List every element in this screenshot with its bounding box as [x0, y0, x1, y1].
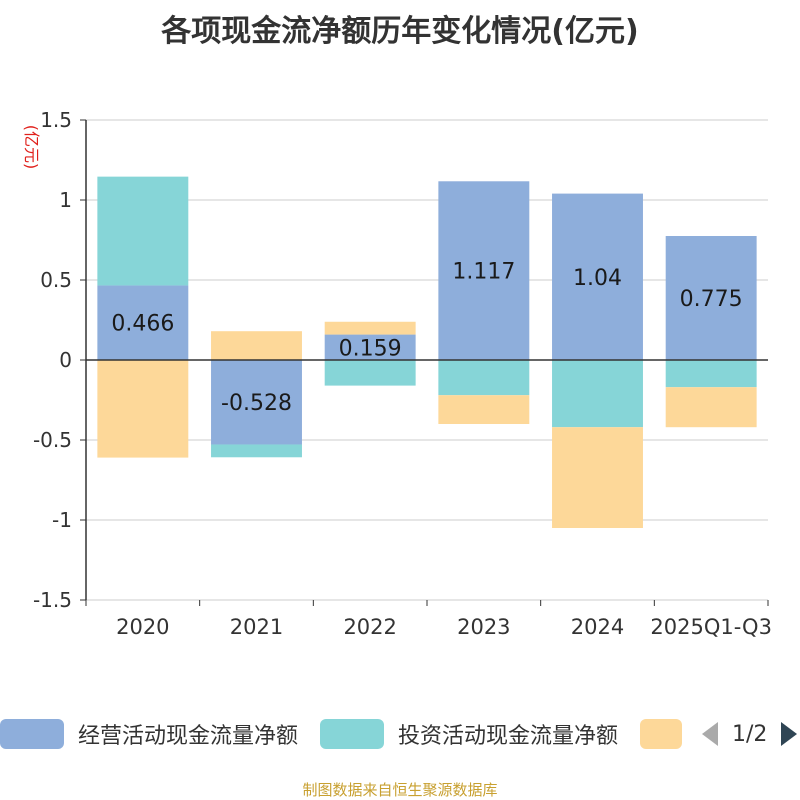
legend-item-operating[interactable]: 经营活动现金流量净额: [0, 716, 298, 752]
data-label-2021: -0.528: [221, 391, 292, 416]
data-source-note: 制图数据来自恒生聚源数据库: [302, 781, 498, 799]
legend-page-indicator: 1/2: [732, 721, 768, 747]
y-tick-label: -1.5: [33, 588, 72, 612]
x-tick-label: 2024: [571, 615, 624, 639]
legend-swatch-financing: [640, 719, 682, 749]
bar-2023-series-2: [438, 395, 530, 424]
y-axis-label: (亿元): [22, 125, 41, 170]
data-label-2024: 1.04: [573, 266, 622, 291]
bars: [97, 176, 757, 528]
bar-2022-series-0: [324, 334, 416, 360]
bar-2021-series-1: [211, 444, 302, 458]
bar-2020-series-1: [97, 176, 189, 286]
legend-swatch-investing: [320, 719, 384, 749]
bar-2022-series-1: [324, 360, 416, 386]
legend-label-operating: 经营活动现金流量净额: [78, 724, 299, 749]
data-label-2020: 0.466: [111, 312, 174, 337]
bar-2020-series-0: [97, 285, 189, 360]
legend-label-investing: 投资活动现金流量净额: [398, 724, 619, 749]
legend-swatch-operating: [0, 719, 64, 749]
legend-item-investing[interactable]: 投资活动现金流量净额: [320, 716, 618, 752]
y-tick-label: 0.5: [40, 268, 72, 292]
bar-2025Q1-Q3-series-2: [665, 387, 757, 428]
chart-title: 各项现金流净额历年变化情况(亿元): [161, 14, 639, 49]
axes: 1.5 1 0.5 0 -0.5 -1 -1.5 2020 2021 2022 2023 2024 20…: [33, 108, 772, 639]
bar-2023-series-0: [438, 181, 530, 360]
x-tick-label: 2025Q1-Q3: [650, 615, 772, 639]
bar-2024-series-0: [552, 193, 643, 360]
bar-2024-series-2: [552, 427, 643, 528]
data-labels: 0.466 -0.528 0.159 1.117 1.04 0.775: [111, 260, 742, 417]
bar-2022-series-2: [324, 321, 416, 335]
x-tick-label: 2020: [116, 615, 169, 639]
bar-2024-series-1: [552, 360, 643, 428]
bar-2021-series-2: [211, 331, 302, 360]
x-tick-label: 2023: [457, 615, 510, 639]
x-tick-label: 2022: [343, 615, 396, 639]
y-tick-label: 1.5: [40, 108, 72, 132]
pager-prev-icon[interactable]: [700, 720, 720, 748]
data-label-2022: 0.159: [339, 336, 402, 361]
bar-2023-series-1: [438, 360, 530, 396]
y-tick-label: 1: [59, 188, 72, 212]
bar-2021-series-0: [211, 360, 302, 445]
legend: 经营活动现金流量净额 投资活动现金流量净额 1/2: [0, 716, 800, 752]
y-tick-label: 0: [59, 348, 72, 372]
data-label-2025Q1-Q3: 0.775: [680, 287, 743, 312]
legend-item-financing[interactable]: [640, 716, 682, 752]
data-label-2023: 1.117: [452, 260, 515, 285]
pager-next-icon[interactable]: [779, 720, 799, 748]
legend-pager: 1/2: [700, 716, 799, 752]
bar-2020-series-2: [97, 360, 189, 458]
bar-2025Q1-Q3-series-1: [665, 360, 757, 388]
bar-2025Q1-Q3-series-0: [665, 236, 757, 360]
y-tick-label: -0.5: [33, 428, 72, 452]
y-tick-label: -1: [52, 508, 72, 532]
x-tick-label: 2021: [230, 615, 283, 639]
